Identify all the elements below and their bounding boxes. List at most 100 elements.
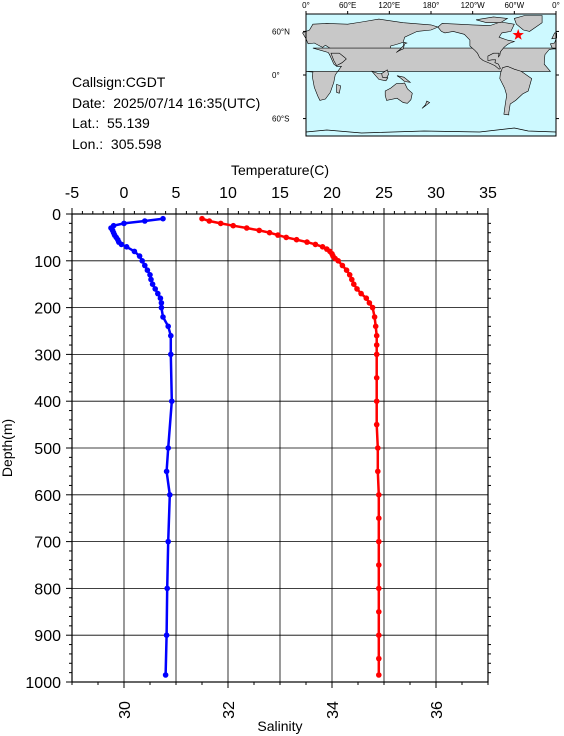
- salinity-data-point: [123, 244, 130, 250]
- temp-tick-label: 5: [172, 185, 181, 202]
- temperature-data-point: [304, 239, 310, 245]
- temp-tick-label: -5: [65, 185, 79, 202]
- temperature-data-point: [256, 227, 263, 234]
- temperature-data-point: [283, 234, 290, 241]
- map-lat-label: 60°S: [272, 115, 289, 124]
- salinity-data-point: [168, 332, 174, 339]
- temperature-data-point: [376, 492, 382, 498]
- temperature-data-point: [373, 421, 380, 428]
- land-borneo: [381, 69, 389, 79]
- land-arabia: [330, 52, 347, 67]
- temp-tick-label: 0: [120, 185, 129, 202]
- temperature-data-point: [371, 314, 378, 320]
- temperature-data-point: [376, 538, 382, 545]
- temperature-data-point: [373, 398, 380, 405]
- salinity-axis-title: Salinity: [257, 718, 302, 734]
- y-tick-label: 900: [34, 628, 61, 645]
- salinity-data-point: [160, 314, 166, 320]
- temperature-data-point: [293, 236, 300, 243]
- map-lon-label: 180°: [423, 1, 440, 10]
- y-tick-label: 200: [34, 301, 61, 318]
- map-lon-label: 120°E: [378, 1, 400, 10]
- temperature-data-point: [363, 295, 370, 302]
- salinity-tick-label: 34: [325, 701, 342, 719]
- land-iberia: [549, 38, 557, 50]
- temperature-data-point: [358, 290, 364, 297]
- temperature-data-point: [366, 300, 373, 306]
- temp-tick-label: 20: [323, 185, 341, 202]
- temperature-data-point: [343, 267, 350, 274]
- salinity-tick-label: 36: [429, 701, 446, 719]
- salinity-data-point: [167, 492, 173, 498]
- y-tick-label: 1000: [25, 675, 61, 692]
- map-lon-label: 0°: [552, 1, 560, 10]
- salinity-data-point: [165, 323, 171, 330]
- temperature-data-point: [372, 323, 379, 330]
- salinity-data-point: [157, 295, 164, 302]
- salinity-data-point: [149, 281, 156, 288]
- map-lat-label: 0°: [272, 71, 280, 80]
- salinity-data-point: [118, 241, 125, 248]
- salinity-data-point: [144, 267, 151, 274]
- salinity-profile-line: [109, 217, 174, 676]
- temperature-data-point: [335, 258, 342, 264]
- land-arctic-islands: [476, 16, 509, 23]
- y-tick-label: 500: [34, 441, 61, 458]
- land-north-america: [437, 21, 516, 70]
- land-britain: [551, 32, 557, 40]
- longitude-text: Lon.: 305.598: [72, 135, 162, 152]
- temperature-data-point: [373, 332, 380, 339]
- station-info: Callsign:CGDT Date: 2025/07/14 16:35(UTC…: [72, 72, 260, 154]
- temperature-data-point: [376, 562, 382, 568]
- salinity-tick-label: 30: [117, 701, 134, 719]
- date-text: Date: 2025/07/14 16:35(UTC): [72, 94, 261, 111]
- map-lon-label: 60°W: [505, 1, 525, 10]
- salinity-data-point: [139, 258, 145, 264]
- temp-tick-label: 35: [479, 185, 497, 202]
- temp-tick-label: 10: [219, 185, 237, 202]
- salinity-data-point: [163, 468, 170, 475]
- y-tick-label: 300: [34, 347, 61, 364]
- temperature-data-point: [376, 655, 382, 662]
- salinity-data-point: [147, 272, 153, 278]
- salinity-data-point: [152, 286, 158, 292]
- salinity-tick-label: 32: [221, 701, 238, 719]
- salinity-data-point: [163, 632, 170, 638]
- world-map: 0° 60°E 120°E 180° 120°W 60°W 0° 60°N 0° 60°S: [272, 1, 560, 137]
- salinity-data-point: [165, 445, 171, 451]
- temperature-data-point: [376, 609, 382, 615]
- salinity-data-point: [168, 351, 174, 358]
- temperature-data-point: [369, 304, 376, 311]
- temperature-data-point: [354, 286, 360, 292]
- temperature-data-point: [266, 229, 273, 236]
- temp-tick-label: 25: [375, 185, 393, 202]
- y-tick-label: 700: [34, 535, 61, 552]
- salinity-data-point: [155, 290, 161, 297]
- land-japan: [396, 41, 408, 53]
- salinity-data-point: [131, 248, 138, 255]
- temperature-data-point: [375, 445, 381, 451]
- y-tick-label: 0: [52, 207, 61, 224]
- temperature-data-point: [319, 244, 326, 250]
- salinity-data-point: [121, 220, 127, 227]
- station-marker-icon: [512, 29, 524, 40]
- land-new-guinea: [396, 75, 412, 83]
- temperature-data-point: [339, 262, 346, 269]
- temp-tick-label: 30: [427, 185, 445, 202]
- y-tick-label: 600: [34, 488, 61, 505]
- land-australia: [384, 82, 413, 104]
- temperature-data-point: [217, 220, 224, 227]
- salinity-data-point: [136, 253, 143, 259]
- salinity-data-point: [158, 300, 165, 306]
- callsign-text: Callsign:CGDT: [72, 74, 166, 90]
- temperature-axis-title: Temperature(C): [231, 162, 329, 178]
- land-south-america: [499, 65, 533, 116]
- land-madagascar: [336, 83, 342, 94]
- salinity-data-point: [142, 218, 148, 224]
- temperature-data-point: [373, 375, 380, 381]
- map-lon-label: 60°E: [339, 1, 356, 10]
- salinity-data-point: [169, 398, 175, 405]
- temperature-data-point: [376, 515, 382, 521]
- salinity-data-point: [142, 262, 148, 269]
